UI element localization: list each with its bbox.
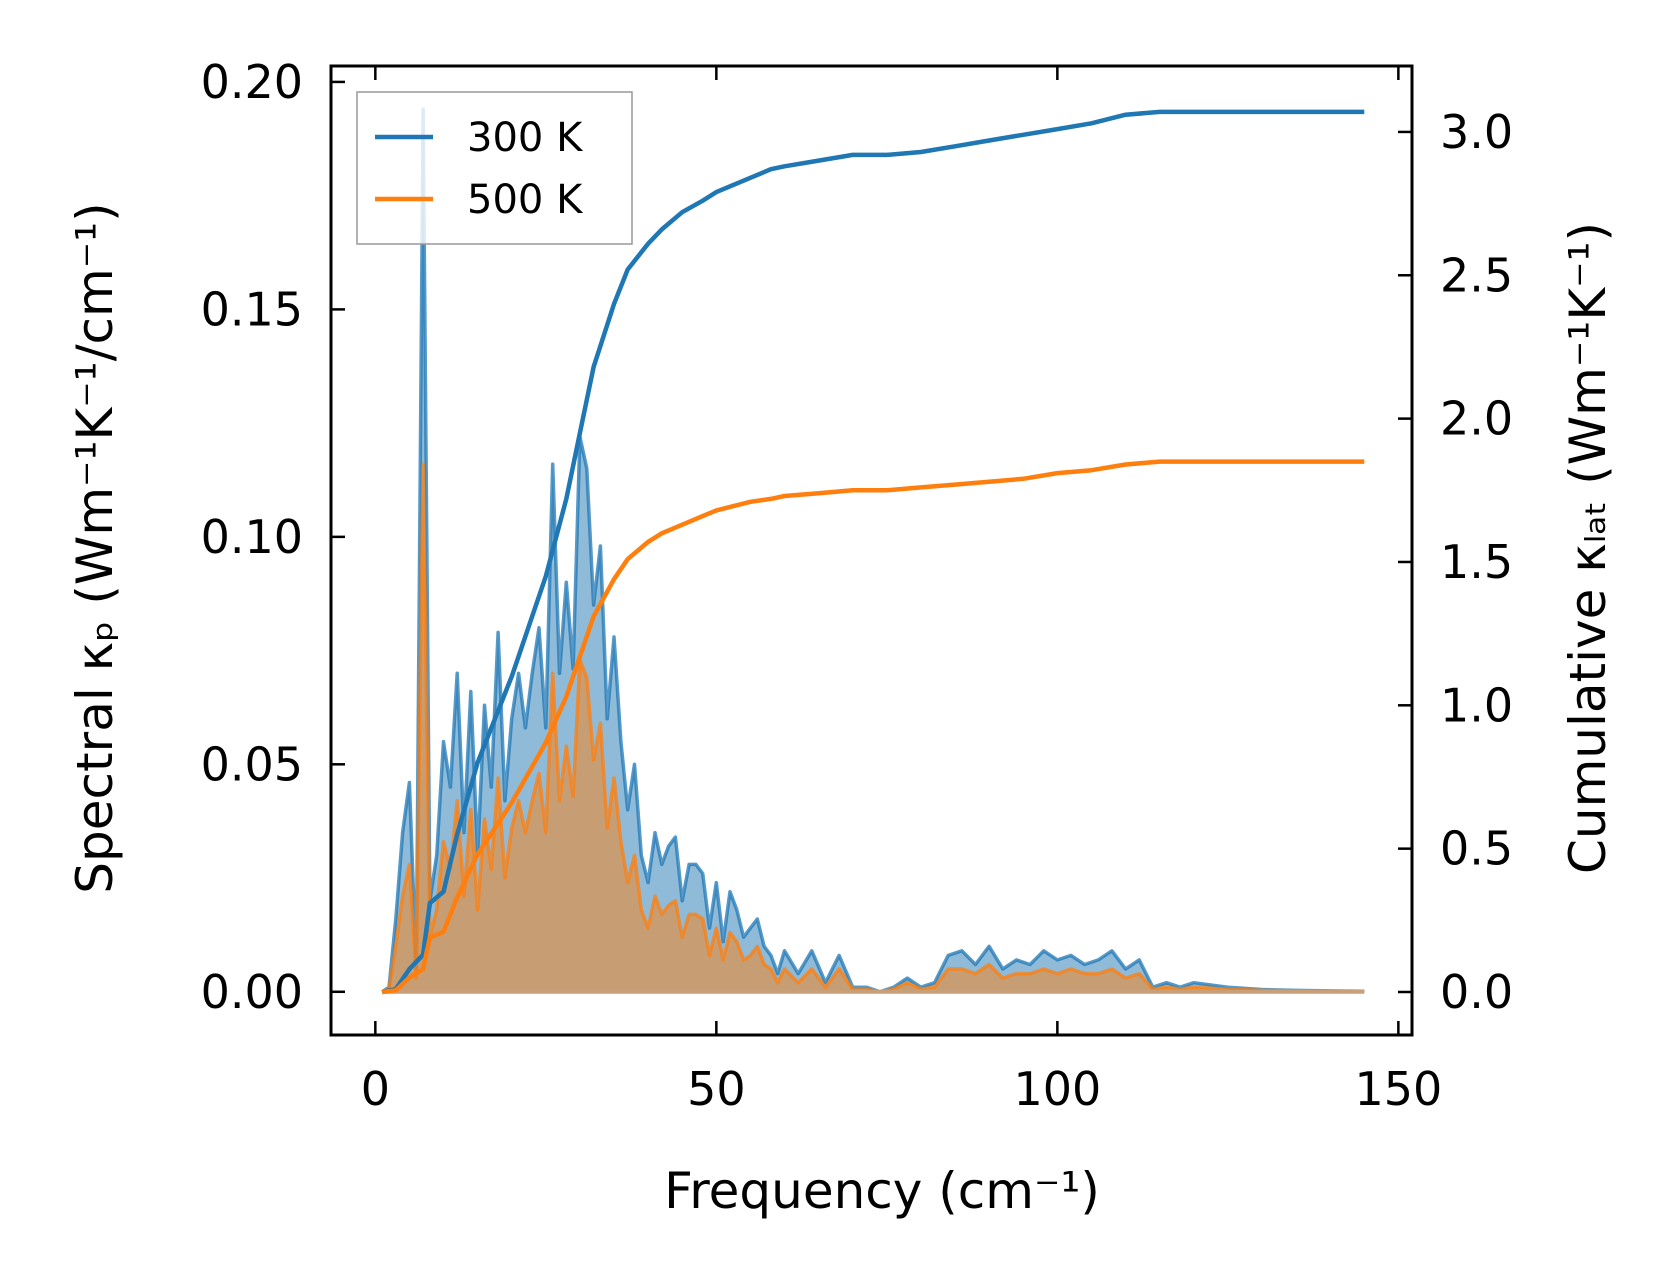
spectral-area-500-k bbox=[382, 464, 1365, 992]
right-y-tick-label: 2.0 bbox=[1440, 392, 1513, 446]
x-tick-label: 50 bbox=[687, 1062, 746, 1116]
left-y-axis-title: Spectral κₚ (Wm⁻¹K⁻¹/cm⁻¹) bbox=[66, 202, 124, 893]
x-tick-label: 100 bbox=[1013, 1062, 1101, 1116]
left-y-tick-label: 0.20 bbox=[201, 55, 303, 109]
right-y-tick-label: 1.5 bbox=[1440, 535, 1513, 589]
right-y-tick-label: 0.5 bbox=[1440, 822, 1513, 876]
legend: 300 K 500 K bbox=[356, 91, 633, 245]
right-y-tick-label: 2.5 bbox=[1440, 248, 1513, 302]
left-y-tick-label: 0.10 bbox=[201, 510, 303, 564]
right-y-tick-label: 0.0 bbox=[1440, 965, 1513, 1019]
cumulative-line-500-k bbox=[381, 459, 1365, 995]
left-y-tick-label: 0.00 bbox=[201, 965, 303, 1019]
left-y-tick-label: 0.15 bbox=[201, 282, 303, 336]
plot-marks bbox=[381, 107, 1365, 995]
right-y-tick-label: 1.0 bbox=[1440, 678, 1513, 732]
legend-label-300-k: 300 K bbox=[467, 115, 584, 161]
x-tick-label: 0 bbox=[361, 1062, 390, 1116]
right-y-axis-title: Cumulative κₗₐₜ (Wm⁻¹K⁻¹) bbox=[1559, 222, 1617, 874]
axes: 0 50 100 150 0.00 0.05 0.10 0.15 0.20 0.0 0.5 1.0 1.… bbox=[201, 55, 1514, 1116]
clipped-marks bbox=[381, 107, 1365, 995]
cumulative-line-300-k bbox=[381, 109, 1365, 995]
left-y-tick-label: 0.05 bbox=[201, 737, 303, 791]
legend-label-500-k: 500 K bbox=[467, 177, 584, 223]
plot-frame bbox=[329, 64, 1414, 1037]
right-y-tick-label: 3.0 bbox=[1440, 105, 1513, 159]
legend-box bbox=[356, 91, 633, 245]
x-axis-title: Frequency (cm⁻¹) bbox=[664, 1162, 1100, 1220]
spectral-line-500-k bbox=[381, 462, 1365, 994]
x-tick-label: 150 bbox=[1354, 1062, 1442, 1116]
spectral-line-300-k bbox=[381, 107, 1365, 994]
